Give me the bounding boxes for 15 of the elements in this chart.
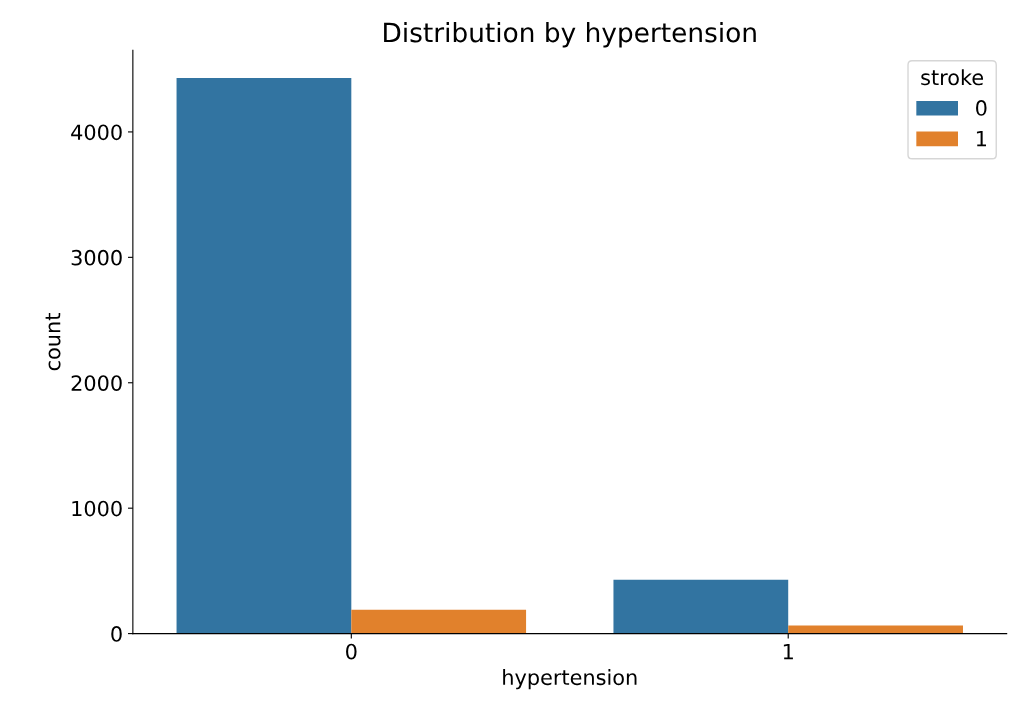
bar	[351, 609, 527, 634]
y-axis-title: count	[45, 313, 61, 371]
chart-title: Distribution by hypertension	[384, 22, 756, 48]
bar	[788, 625, 963, 634]
y-tick-label: 0	[111, 626, 122, 642]
y-tick-label: 4000	[71, 124, 122, 141]
y-tick-label: 1000	[72, 500, 122, 517]
legend-label: 1	[976, 130, 986, 147]
x-axis-title: hypertension	[503, 669, 637, 690]
legend-label: 0	[976, 100, 987, 116]
bar	[613, 579, 789, 634]
y-tick-label: 3000	[71, 249, 122, 266]
bar	[176, 77, 352, 634]
y-tick-label: 2000	[71, 375, 122, 391]
legend-title: stroke	[921, 69, 984, 86]
